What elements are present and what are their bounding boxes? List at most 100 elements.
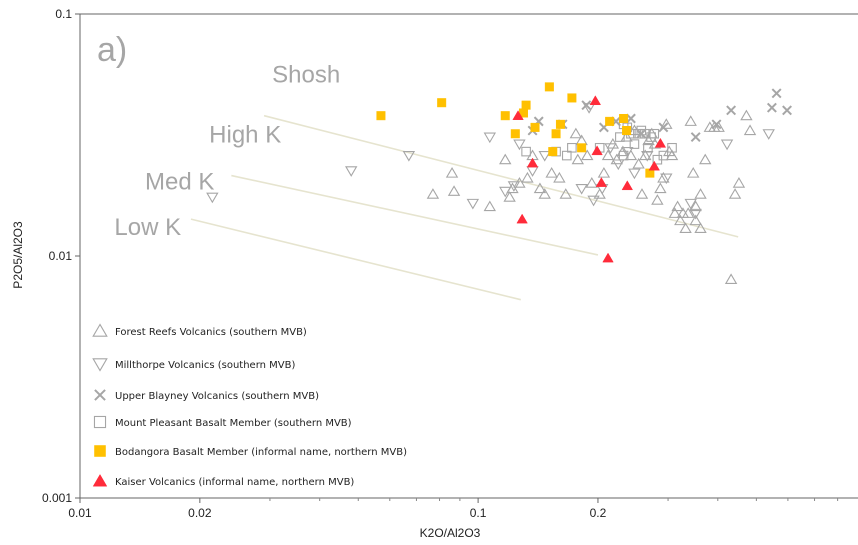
data-point: [684, 115, 697, 126]
data-point: [499, 153, 512, 165]
data-point: [635, 188, 649, 199]
data-point: [510, 129, 520, 139]
data-point: [513, 177, 526, 188]
data-point: [658, 122, 669, 133]
data-point: [538, 151, 551, 162]
data-point: [555, 119, 565, 129]
x-tick-label: 0.01: [68, 506, 92, 520]
legend-item: Forest Reefs Volcanics (southern MVB): [92, 323, 307, 338]
data-point: [660, 173, 673, 185]
data-point: [591, 145, 603, 156]
y-tick-label: 0.001: [42, 491, 72, 505]
data-point: [632, 157, 645, 169]
data-point: [513, 139, 526, 151]
data-point: [681, 207, 695, 218]
legend-label: Millthorpe Volcanics (southern MVB): [115, 360, 295, 371]
data-point: [762, 129, 775, 140]
data-point: [561, 150, 572, 161]
data-point: [483, 132, 497, 144]
data-point-stroke: [690, 132, 701, 143]
data-point: [553, 171, 566, 183]
data-point: [615, 132, 625, 142]
x-ticks: 0.01 0.02 0.1 0.2: [68, 498, 839, 520]
y-tick-label: 0.1: [55, 7, 72, 21]
data-point: [679, 222, 692, 233]
data-point: [619, 113, 629, 123]
x-axis-label: K2O/Al2O3: [420, 526, 481, 540]
data-point: [660, 118, 673, 129]
field-label: Med K: [145, 169, 214, 196]
data-point-stroke: [94, 389, 106, 401]
data-point: [587, 195, 600, 207]
data-point: [604, 143, 617, 154]
plot-area: [80, 14, 858, 498]
x-tick-label: 0.2: [590, 506, 607, 520]
data-point: [724, 273, 738, 285]
data-point-stroke: [636, 128, 647, 139]
data-point: [597, 167, 611, 178]
data-point: [437, 98, 447, 108]
data-point: [643, 142, 653, 153]
data-point: [712, 121, 725, 132]
field-label: High K: [209, 121, 281, 148]
data-point: [743, 124, 757, 136]
data-point: [530, 122, 540, 132]
data-point: [622, 126, 632, 136]
data-point-stroke: [711, 119, 722, 130]
data-point: [569, 127, 583, 139]
data-point: [654, 182, 667, 194]
data-point: [633, 128, 643, 139]
legend-item: Kaiser Volcanics (informal name, norther…: [92, 474, 354, 488]
field-divider-line: [263, 114, 739, 238]
data-point: [657, 171, 670, 183]
data-point: [577, 143, 587, 153]
data-point-stroke: [771, 88, 782, 99]
data-point: [621, 147, 634, 158]
data-point: [694, 222, 707, 233]
data-point: [503, 191, 516, 202]
data-point: [646, 132, 656, 142]
data-point: [483, 200, 497, 212]
data-point: [649, 128, 660, 139]
data-point: [499, 186, 512, 198]
data-point-stroke: [726, 105, 737, 116]
data-point: [665, 149, 679, 161]
data-point: [466, 198, 480, 210]
legend-label: Upper Blayney Volcanics (southern MVB): [115, 391, 319, 402]
data-point: [402, 151, 416, 162]
data-point: [581, 149, 594, 161]
data-point: [575, 183, 588, 195]
data-point: [720, 139, 734, 151]
data-point: [658, 150, 669, 161]
data-point: [684, 198, 697, 210]
legend-marker: [92, 323, 108, 337]
data-point: [618, 150, 629, 161]
data-point: [345, 166, 358, 177]
data-point-stroke: [581, 100, 592, 111]
data-point: [512, 110, 524, 120]
data-point: [548, 147, 558, 157]
data-point: [639, 149, 652, 161]
data-point: [551, 129, 561, 139]
data-point: [689, 208, 702, 220]
data-point: [589, 95, 602, 106]
data-point: [689, 200, 702, 212]
data-point: [521, 100, 531, 110]
data-point: [690, 132, 701, 143]
legend-marker: [93, 415, 107, 429]
series: [512, 95, 667, 263]
data-point: [376, 111, 386, 121]
data-point: [526, 157, 539, 168]
data-point: [206, 192, 219, 204]
data-point: [447, 185, 461, 196]
data-point: [567, 93, 577, 103]
legend-marker: [92, 474, 108, 487]
data-point: [612, 159, 625, 171]
legend-label: Forest Reefs Volcanics (southern MVB): [115, 327, 307, 338]
data-point: [567, 142, 577, 153]
data-point: [639, 128, 650, 139]
legend-label: Kaiser Volcanics (informal name, norther…: [115, 477, 354, 488]
data-point: [521, 146, 531, 157]
data-point: [545, 167, 558, 178]
